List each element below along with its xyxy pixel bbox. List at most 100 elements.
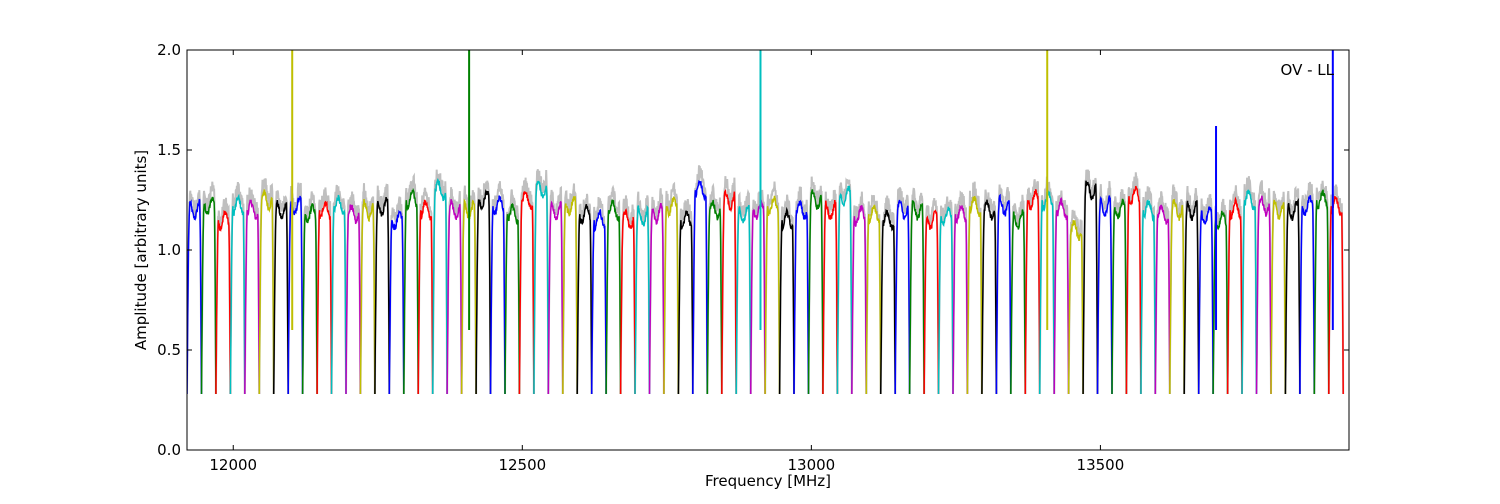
- band-trace: [908, 200, 925, 395]
- band-trace: [1096, 195, 1113, 395]
- band-trace: [836, 185, 853, 395]
- background-band-trace: [1067, 209, 1085, 395]
- y-axis-label: Amplitude [arbitrary units]: [132, 150, 150, 350]
- band-trace: [200, 196, 217, 395]
- band-trace: [272, 199, 289, 395]
- background-band-trace: [402, 172, 420, 395]
- band-trace: [952, 204, 969, 395]
- band-trace: [1125, 185, 1142, 395]
- band-trace: [576, 204, 593, 395]
- band-trace: [778, 206, 795, 395]
- background-band-trace: [518, 177, 535, 395]
- band-trace: [547, 200, 564, 395]
- annotation-label: OV - LL: [1281, 61, 1335, 79]
- band-trace: [1111, 198, 1128, 395]
- band-trace: [1197, 206, 1214, 395]
- band-trace: [1053, 196, 1070, 395]
- background-band-trace: [865, 194, 882, 395]
- band-trace: [605, 199, 622, 395]
- background-band-trace: [547, 185, 564, 395]
- background-band-trace: [691, 165, 709, 395]
- band-trace: [879, 208, 896, 395]
- band-trace: [359, 199, 376, 395]
- background-band-trace: [980, 189, 998, 395]
- background-band-trace: [301, 191, 319, 395]
- band-trace: [706, 199, 723, 395]
- band-trace: [1024, 189, 1041, 395]
- y-tick-label: 0.5: [157, 341, 181, 359]
- band-trace: [316, 200, 333, 395]
- band-trace: [1328, 195, 1344, 395]
- band-trace: [677, 210, 694, 395]
- x-axis-ticks: 12000 12500 13000 13500: [209, 50, 1124, 474]
- background-band-trace: [214, 197, 232, 395]
- band-trace: [851, 205, 868, 395]
- band-trace: [1010, 209, 1027, 395]
- band-trace: [634, 204, 651, 395]
- band-trace: [1313, 189, 1330, 395]
- background-band-trace: [836, 177, 853, 395]
- band-trace: [619, 208, 636, 395]
- band-trace: [1270, 199, 1287, 395]
- band-trace: [1140, 199, 1157, 395]
- band-trace: [1226, 196, 1243, 395]
- background-band-trace: [345, 191, 362, 395]
- x-tick-label: 13500: [1077, 456, 1125, 474]
- y-tick-label: 0.0: [157, 441, 181, 459]
- band-trace: [995, 193, 1012, 395]
- band-trace: [244, 199, 261, 395]
- band-trace: [229, 193, 246, 395]
- background-band-trace: [923, 198, 940, 395]
- band-trace: [403, 187, 419, 395]
- band-trace: [301, 203, 318, 395]
- background-band-trace: [764, 181, 781, 395]
- band-trace: [692, 179, 709, 395]
- band-trace: [1169, 199, 1185, 395]
- background-band-trace: [590, 197, 608, 395]
- band-trace: [1284, 197, 1301, 395]
- band-trace: [533, 180, 550, 395]
- band-trace: [1299, 195, 1316, 395]
- band-trace: [865, 204, 882, 395]
- background-band-trace: [1241, 176, 1258, 395]
- background-band-trace: [1226, 185, 1243, 395]
- background-band-trace: [1327, 184, 1345, 395]
- band-trace: [287, 195, 304, 395]
- background-band-trace: [937, 196, 954, 395]
- background-band-trace: [1154, 191, 1171, 395]
- y-tick-label: 2.0: [157, 41, 181, 59]
- background-band-trace: [272, 190, 290, 395]
- band-trace: [489, 195, 506, 395]
- band-trace: [1067, 220, 1084, 395]
- band-trace: [735, 204, 752, 395]
- band-trace: [330, 194, 347, 395]
- band-trace: [562, 195, 578, 395]
- band-trace: [966, 195, 983, 395]
- band-trace: [749, 199, 766, 395]
- background-band-trace: [316, 187, 333, 395]
- band-trace: [894, 199, 911, 395]
- band-trace: [388, 209, 405, 395]
- background-band-trace: [677, 199, 694, 395]
- band-trace: [590, 208, 607, 395]
- band-trace: [721, 189, 737, 395]
- traces-group: [187, 50, 1345, 395]
- band-trace: [475, 188, 492, 395]
- band-trace: [764, 195, 781, 395]
- background-band-trace: [229, 182, 246, 395]
- band-trace: [187, 198, 203, 395]
- band-trace: [417, 199, 434, 395]
- y-tick-label: 1.0: [157, 241, 181, 259]
- x-tick-label: 12000: [209, 456, 257, 474]
- band-trace: [981, 199, 998, 395]
- x-axis-label: Frequency [MHz]: [705, 472, 831, 490]
- band-trace: [518, 191, 535, 395]
- background-band-trace: [778, 194, 795, 395]
- background-band-trace: [200, 181, 217, 395]
- band-trace: [446, 199, 463, 395]
- band-trace: [258, 189, 275, 395]
- band-trace: [374, 197, 391, 395]
- background-band-trace: [605, 184, 622, 395]
- band-trace: [648, 202, 665, 395]
